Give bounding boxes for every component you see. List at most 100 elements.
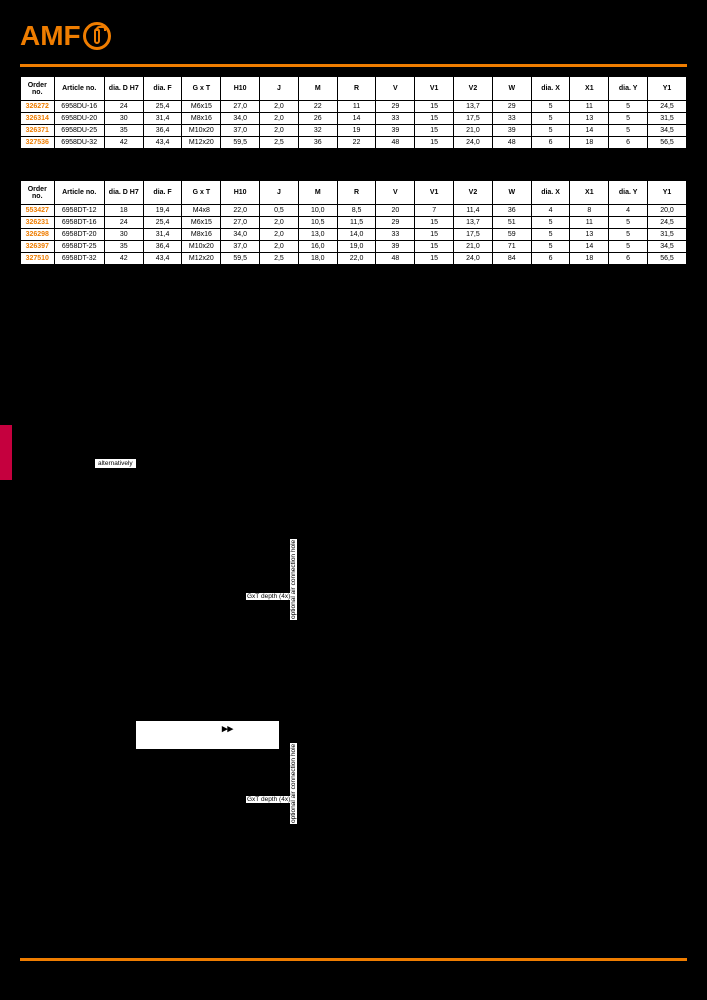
table-cell: 5 <box>609 241 648 253</box>
table-cell: 34,5 <box>648 125 687 137</box>
table-cell: 6958DU-20 <box>54 113 104 125</box>
table-cell: 15 <box>415 125 454 137</box>
table-cell: 5 <box>531 101 570 113</box>
col-header: H10 <box>221 181 260 205</box>
table-cell: 24 <box>104 101 143 113</box>
table-row: 3275366958DU-324243,4M12x2059,52,5362248… <box>21 137 687 149</box>
table-cell: M6x15 <box>182 101 221 113</box>
table-cell: 59 <box>492 229 531 241</box>
table-cell: 14 <box>570 125 609 137</box>
table-cell: 30 <box>104 229 143 241</box>
table-cell: 6 <box>531 137 570 149</box>
table-cell: 31,4 <box>143 113 182 125</box>
table-cell: 18,0 <box>298 253 337 265</box>
col-header: Y1 <box>648 77 687 101</box>
col-header: dia. Y <box>609 181 648 205</box>
gxt-depth-label: GxT depth (4x) <box>245 795 292 804</box>
table-cell: 4 <box>531 205 570 217</box>
amf-logo: AMF <box>20 20 111 52</box>
spec-table-dt: Orderno.Article no.dia. D H7dia. FG x TH… <box>20 180 687 265</box>
table-cell: 5 <box>531 125 570 137</box>
table-cell: 36,4 <box>143 125 182 137</box>
table-cell: M10x20 <box>182 125 221 137</box>
table-cell: 10,5 <box>298 217 337 229</box>
col-header: Orderno. <box>21 181 55 205</box>
table-row: 3263716958DU-253536,4M10x2037,02,0321939… <box>21 125 687 137</box>
table-cell: 56,5 <box>648 137 687 149</box>
col-header: G x T <box>182 77 221 101</box>
col-header: J <box>260 181 299 205</box>
table-cell: M10x20 <box>182 241 221 253</box>
col-header: V1 <box>415 181 454 205</box>
table-cell: 13,7 <box>454 101 493 113</box>
table-cell: 5 <box>531 113 570 125</box>
table-cell: 5 <box>609 101 648 113</box>
table-cell: 39 <box>492 125 531 137</box>
table-cell: 5 <box>609 125 648 137</box>
table-cell: 5 <box>609 113 648 125</box>
air-connection-label: optional air connection hole <box>290 743 297 824</box>
table-cell: 6958DT-20 <box>54 229 104 241</box>
table-cell: 11,5 <box>337 217 376 229</box>
table-cell: 19 <box>337 125 376 137</box>
table-cell: 21,0 <box>454 125 493 137</box>
col-header: X1 <box>570 77 609 101</box>
table-cell: 33 <box>376 113 415 125</box>
table-cell: 27,0 <box>221 217 260 229</box>
table-cell: 24 <box>104 217 143 229</box>
table-cell: 0,5 <box>260 205 299 217</box>
col-header: Y1 <box>648 181 687 205</box>
table-cell: 25,4 <box>143 101 182 113</box>
table-cell: 59,5 <box>221 253 260 265</box>
table-cell: 37,0 <box>221 125 260 137</box>
table-cell: 15 <box>415 137 454 149</box>
table-cell: 6958DT-32 <box>54 253 104 265</box>
table-cell: 6958DU-25 <box>54 125 104 137</box>
table-cell: 19,0 <box>337 241 376 253</box>
table-cell: 20 <box>376 205 415 217</box>
table-cell: 42 <box>104 137 143 149</box>
table-cell: 11 <box>570 101 609 113</box>
table-row: 5534276958DT-121819,4M4x822,00,510,08,52… <box>21 205 687 217</box>
table-cell: 15 <box>415 217 454 229</box>
table-cell: 20,0 <box>648 205 687 217</box>
table-cell: 2,0 <box>260 229 299 241</box>
table-cell: 5 <box>609 229 648 241</box>
table-cell: 48 <box>376 137 415 149</box>
top-divider <box>20 64 687 67</box>
table-header-row: Orderno.Article no.dia. D H7dia. FG x TH… <box>21 181 687 205</box>
col-header: dia. X <box>531 77 570 101</box>
table-cell: 29 <box>492 101 531 113</box>
table-cell: 14,0 <box>337 229 376 241</box>
table-cell: 31,4 <box>143 229 182 241</box>
col-header: R <box>337 77 376 101</box>
table-cell: 39 <box>376 241 415 253</box>
col-header: W <box>492 181 531 205</box>
table-cell: 15 <box>415 229 454 241</box>
table-cell: 13 <box>570 113 609 125</box>
table-cell: 37,0 <box>221 241 260 253</box>
order-number: 326314 <box>21 113 55 125</box>
order-number: 327536 <box>21 137 55 149</box>
diagram-box <box>135 720 280 750</box>
table-cell: 35 <box>104 241 143 253</box>
col-header: dia. Y <box>609 77 648 101</box>
table-cell: 15 <box>415 101 454 113</box>
table-cell: 29 <box>376 101 415 113</box>
table-row: 3262726958DU-162425,4M6x1527,02,02211291… <box>21 101 687 113</box>
order-number: 326298 <box>21 229 55 241</box>
order-number: 326272 <box>21 101 55 113</box>
table-cell: 29 <box>376 217 415 229</box>
table-cell: 51 <box>492 217 531 229</box>
table-cell: 13 <box>570 229 609 241</box>
col-header: V <box>376 77 415 101</box>
table-cell: 18 <box>570 137 609 149</box>
table-cell: M6x15 <box>182 217 221 229</box>
table-cell: 31,5 <box>648 113 687 125</box>
table-cell: 42 <box>104 253 143 265</box>
table-cell: 25,4 <box>143 217 182 229</box>
bottom-divider <box>20 958 687 961</box>
col-header: X1 <box>570 181 609 205</box>
col-header: V2 <box>454 77 493 101</box>
table-cell: 7 <box>415 205 454 217</box>
